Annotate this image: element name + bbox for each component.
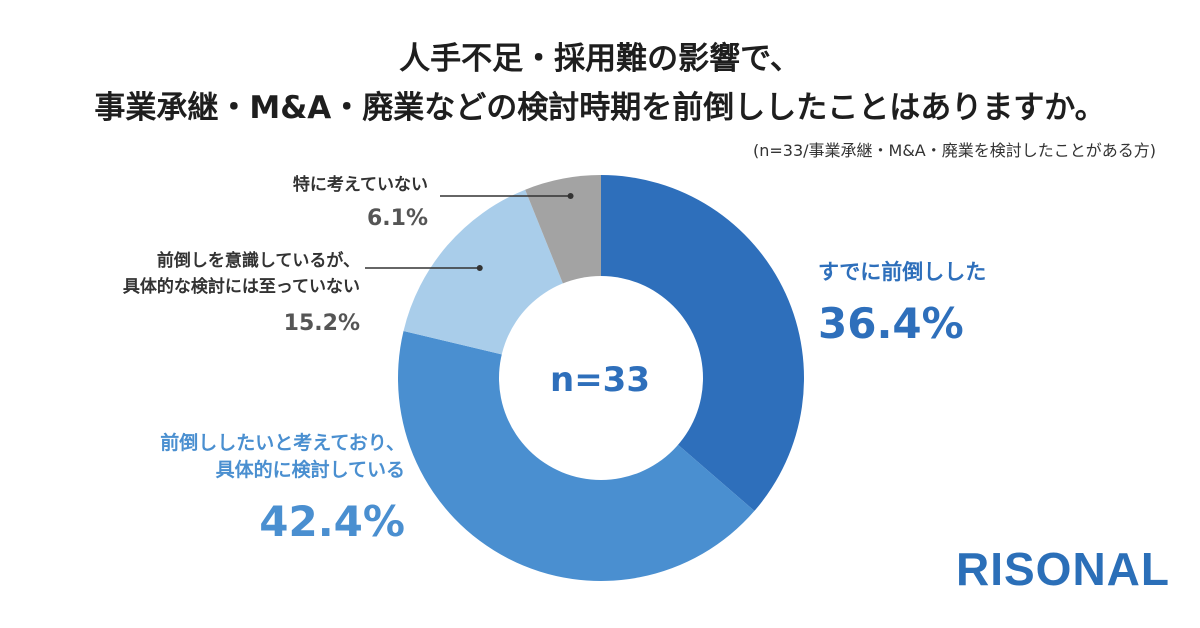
slice-already <box>601 175 805 511</box>
chart-title-line-1: 人手不足・採用難の影響で、 <box>399 41 801 77</box>
slice-label-already: すでに前倒しした 36.4% <box>818 258 986 350</box>
slice-label-want: 前倒ししたいと考えており、 具体的に検討している 42.4% <box>160 430 405 548</box>
leader-line-conscious-dot <box>476 265 483 271</box>
slice-label-want-text-2: 具体的に検討している <box>215 458 405 481</box>
slice-label-conscious-text-2: 具体的な検討には至っていない <box>122 277 360 298</box>
risonal-logo: RISONAL <box>956 543 1170 595</box>
slice-label-already-percent: 36.4% <box>818 299 964 349</box>
slice-label-want-text-1: 前倒ししたいと考えており、 <box>160 432 405 454</box>
slice-label-not-thinking-text: 特に考えていない <box>292 175 428 195</box>
slice-label-not-thinking-percent: 6.1% <box>366 205 428 231</box>
slice-label-already-text: すでに前倒しした <box>818 260 987 284</box>
slice-label-conscious-percent: 15.2% <box>283 310 360 336</box>
donut-hole <box>499 276 703 480</box>
slice-label-not-thinking: 特に考えていない 6.1% <box>293 174 428 232</box>
center-label: n=33 <box>549 360 650 400</box>
chart-title-line-2: 事業承継・M&A・廃業などの検討時期を前倒ししたことはありますか。 <box>94 90 1106 126</box>
sample-note: (n=33/事業承継・M&A・廃業を検討したことがある方) <box>752 141 1156 160</box>
slice-label-conscious: 前倒しを意識しているが、 具体的な検討には至っていない 15.2% <box>123 248 360 337</box>
leader-line-not-thinking-dot <box>567 193 574 199</box>
slice-label-conscious-text-1: 前倒しを意識しているが、 <box>156 251 360 271</box>
leader-lines <box>365 193 574 271</box>
slice-label-want-percent: 42.4% <box>259 497 405 547</box>
